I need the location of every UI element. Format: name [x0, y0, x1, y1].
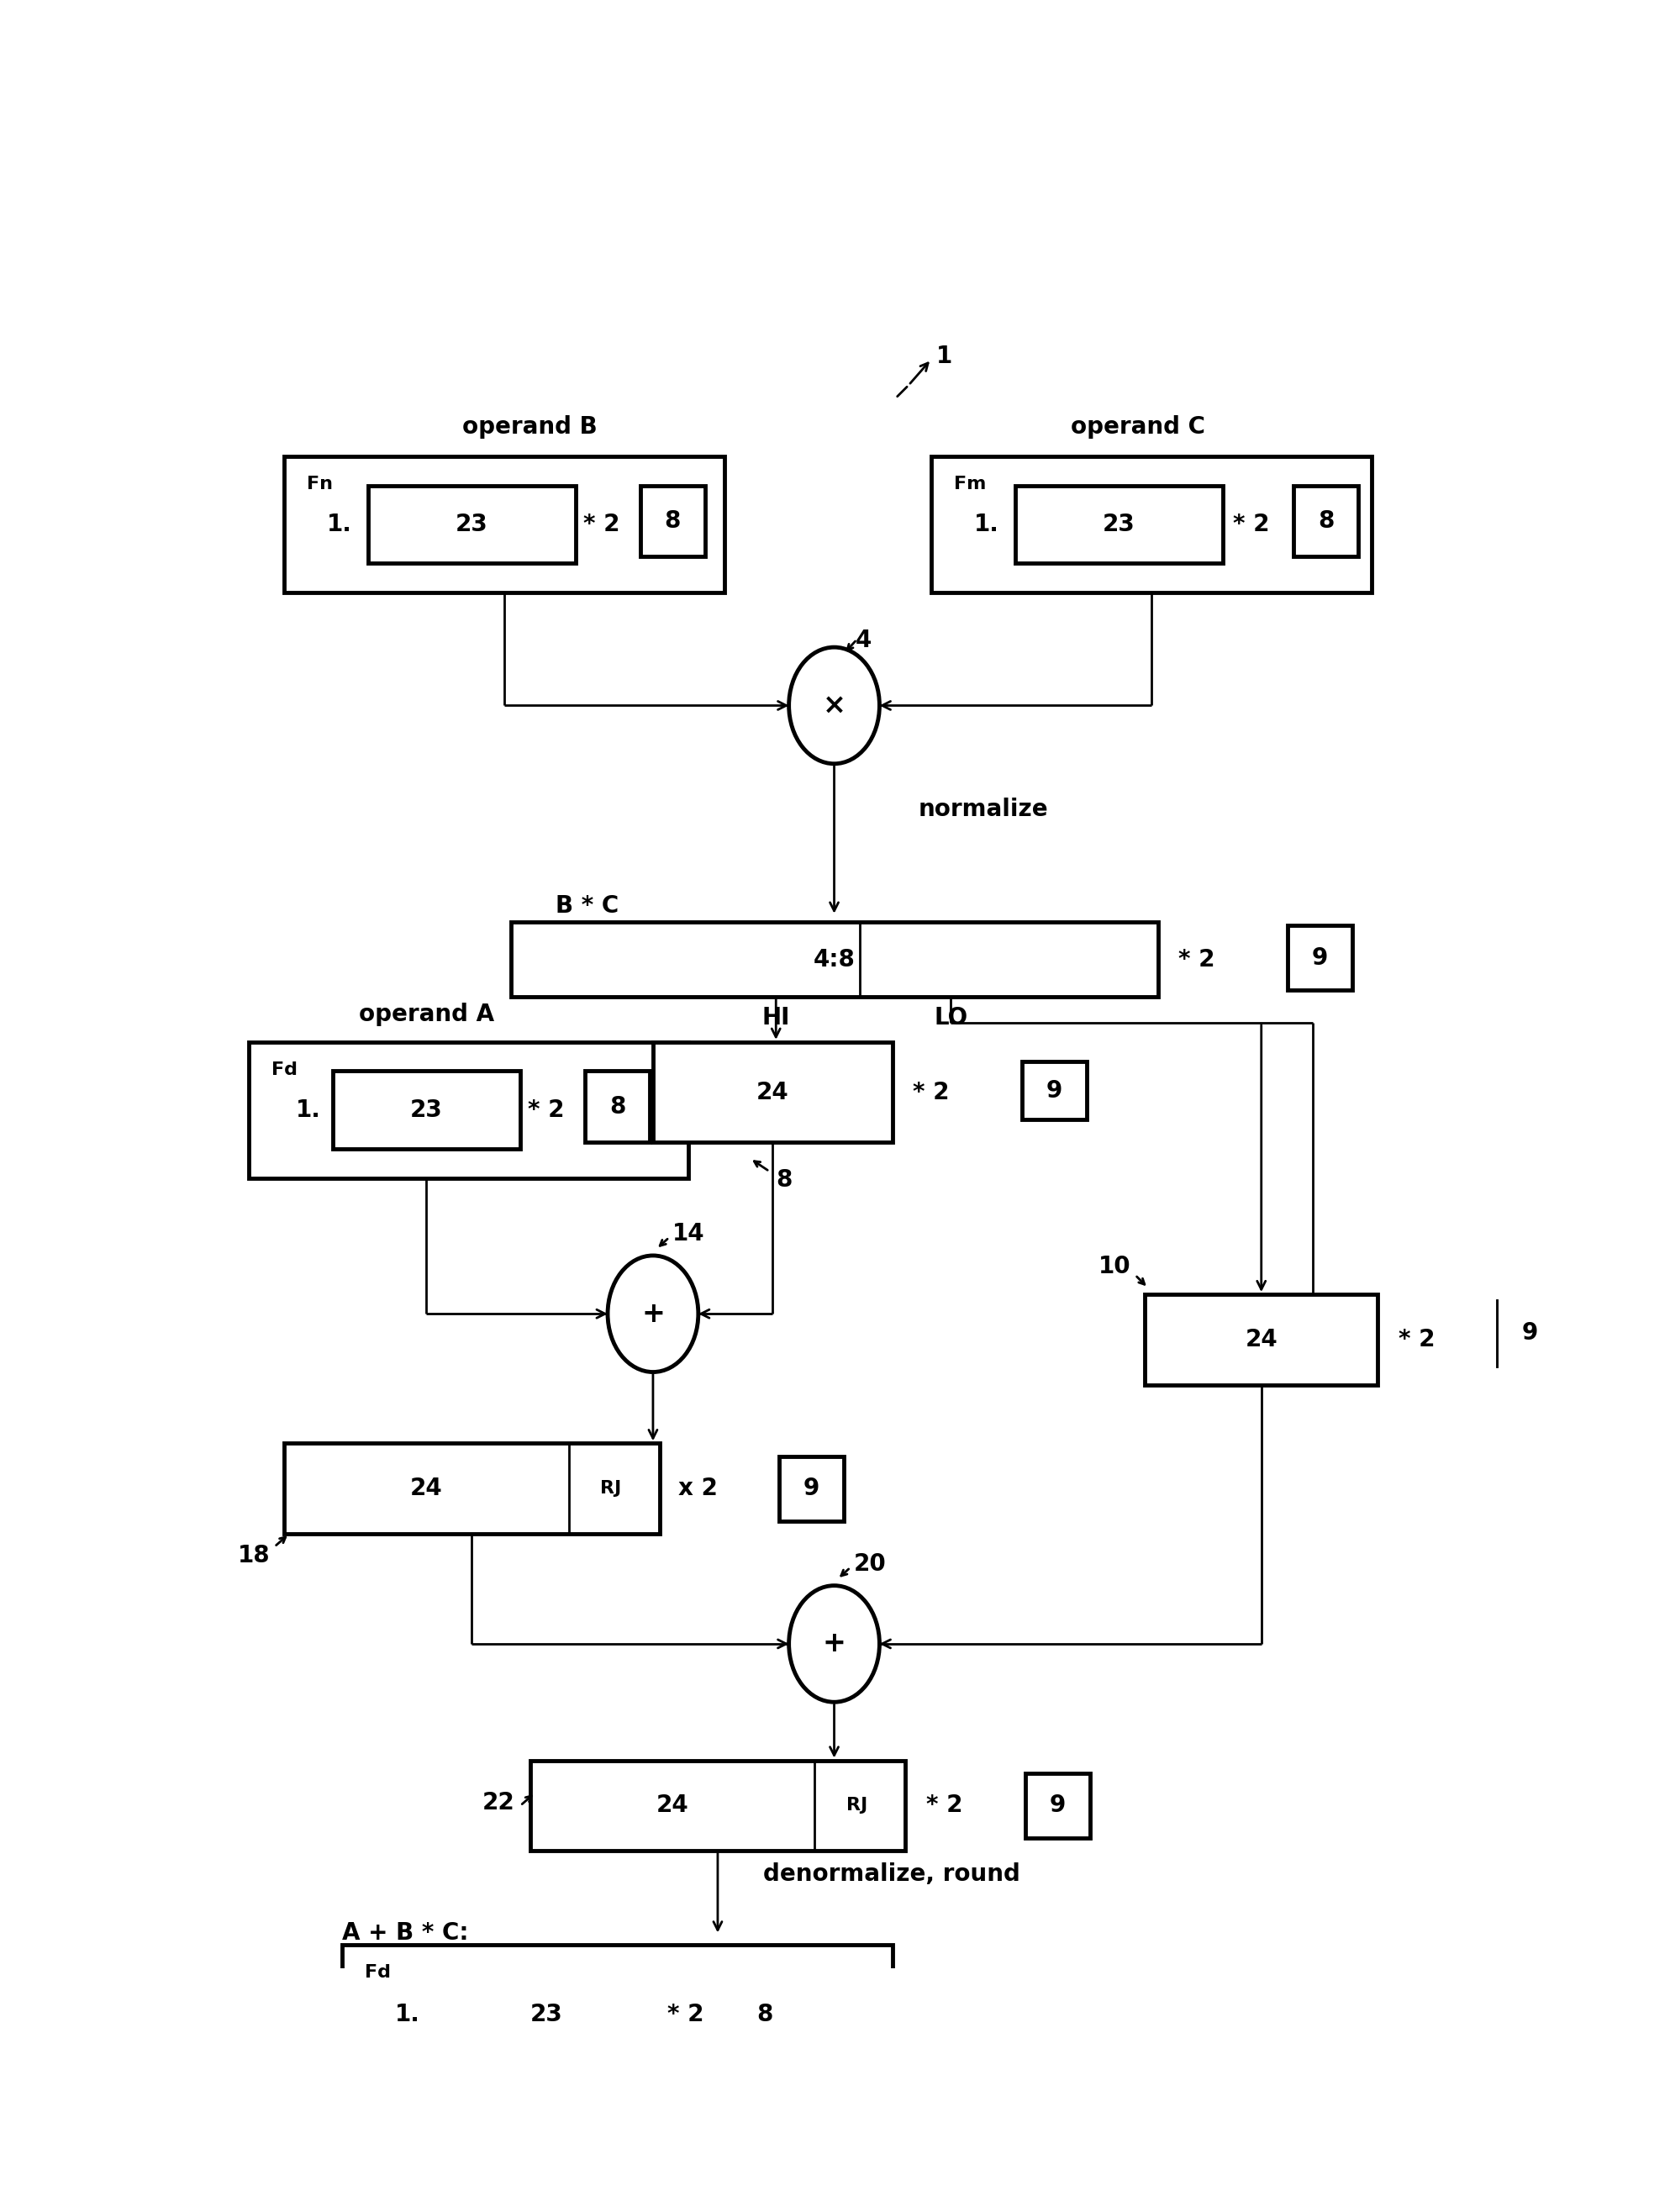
Text: operand C: operand C — [1070, 416, 1206, 438]
Text: * 2: * 2 — [528, 1097, 564, 1121]
Text: 10: 10 — [1099, 1254, 1131, 1279]
Text: 24: 24 — [656, 1794, 688, 1818]
Text: B * C: B * C — [556, 894, 620, 918]
Ellipse shape — [788, 1586, 880, 1701]
Bar — [342, 1944, 892, 2081]
Ellipse shape — [788, 648, 880, 763]
Text: 8: 8 — [1318, 509, 1334, 533]
Bar — [1288, 925, 1353, 991]
Bar — [1146, 1294, 1378, 1385]
Text: 24: 24 — [411, 1478, 443, 1500]
Text: RJ: RJ — [847, 1796, 867, 1814]
Text: 1.: 1. — [327, 513, 352, 535]
Text: 18: 18 — [237, 1544, 271, 1566]
Text: Fd: Fd — [366, 1964, 391, 1982]
Text: 14: 14 — [673, 1223, 705, 1245]
Bar — [932, 456, 1371, 593]
Bar — [369, 484, 576, 564]
Text: 23: 23 — [411, 1097, 443, 1121]
Bar — [640, 484, 705, 557]
Text: 4: 4 — [855, 628, 872, 653]
Bar — [284, 456, 725, 593]
Text: RJ: RJ — [600, 1480, 621, 1498]
Text: 4:8: 4:8 — [813, 947, 855, 971]
Bar — [1498, 1301, 1561, 1365]
Text: * 2: * 2 — [666, 2002, 703, 2026]
Text: 24: 24 — [1246, 1327, 1278, 1352]
Bar — [511, 922, 1157, 998]
Bar — [249, 1042, 688, 1179]
Bar — [1294, 484, 1358, 557]
Text: 1.: 1. — [394, 2002, 419, 2026]
Text: 9: 9 — [1045, 1079, 1062, 1102]
Text: 8: 8 — [665, 509, 681, 533]
Text: * 2: * 2 — [925, 1794, 962, 1818]
Text: Fn: Fn — [307, 476, 332, 493]
Text: denormalize, round: denormalize, round — [763, 1863, 1020, 1887]
Text: * 2: * 2 — [1234, 513, 1269, 535]
Bar — [584, 1071, 650, 1141]
Text: LO: LO — [934, 1006, 967, 1031]
Text: 9: 9 — [1049, 1794, 1065, 1818]
Text: * 2: * 2 — [583, 513, 620, 535]
Text: * 2: * 2 — [913, 1079, 950, 1104]
Bar — [332, 1071, 521, 1148]
Text: 8: 8 — [777, 1168, 792, 1192]
Text: 20: 20 — [853, 1553, 887, 1575]
Bar — [653, 1042, 892, 1141]
Bar — [780, 1455, 843, 1522]
Text: ×: × — [822, 692, 847, 719]
Text: 9: 9 — [1521, 1321, 1538, 1345]
Bar — [529, 1761, 905, 1851]
Bar — [433, 1973, 660, 2055]
Text: 8: 8 — [610, 1095, 626, 1119]
Text: * 2: * 2 — [1398, 1327, 1435, 1352]
Text: operand B: operand B — [463, 416, 598, 438]
Text: 23: 23 — [1102, 513, 1136, 535]
Text: Fm: Fm — [954, 476, 987, 493]
Text: 24: 24 — [757, 1079, 788, 1104]
Bar — [284, 1442, 660, 1533]
Text: HI: HI — [762, 1006, 790, 1031]
Text: * 2: * 2 — [1179, 947, 1214, 971]
Text: 9: 9 — [803, 1478, 820, 1500]
Text: 9: 9 — [1311, 947, 1328, 969]
Text: 1.: 1. — [974, 513, 999, 535]
Bar — [1015, 484, 1222, 564]
Bar — [731, 1978, 798, 2051]
Text: +: + — [823, 1630, 847, 1657]
Text: normalize: normalize — [919, 796, 1049, 821]
Bar — [1022, 1062, 1087, 1119]
Text: 23: 23 — [456, 513, 488, 535]
Text: Fd: Fd — [271, 1062, 297, 1077]
Text: operand A: operand A — [359, 1002, 494, 1026]
Text: 1.: 1. — [296, 1097, 321, 1121]
Ellipse shape — [608, 1256, 698, 1371]
Text: x 2: x 2 — [678, 1478, 718, 1500]
Text: 8: 8 — [757, 2002, 773, 2026]
Text: 23: 23 — [529, 2002, 563, 2026]
Text: +: + — [641, 1301, 665, 1327]
Text: A + B * C:: A + B * C: — [342, 1920, 469, 1944]
Text: 22: 22 — [483, 1790, 514, 1814]
Bar — [1025, 1774, 1091, 1838]
Text: 1: 1 — [937, 345, 952, 367]
